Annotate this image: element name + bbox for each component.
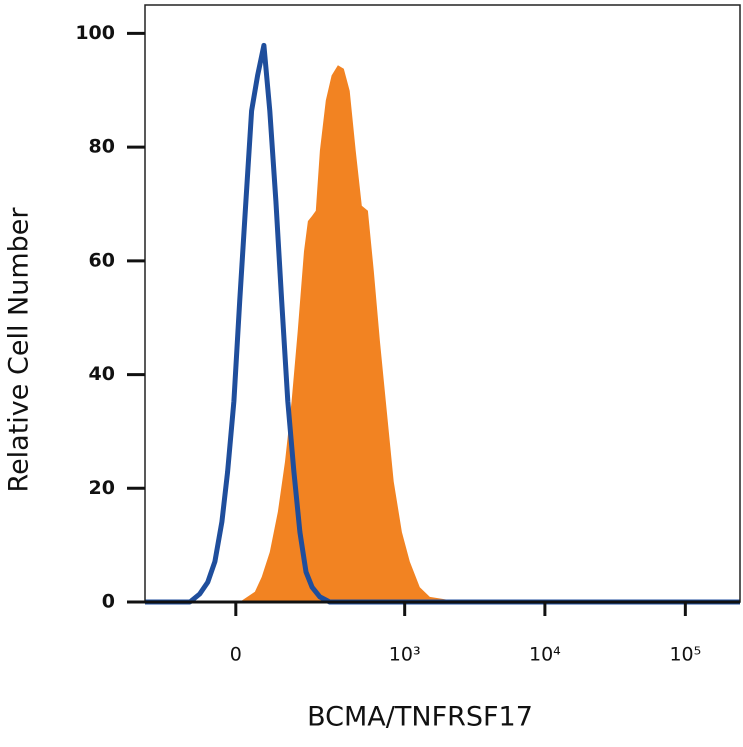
y-tick-label: 60 <box>89 249 115 271</box>
x-tick-label: 10³ <box>389 644 421 666</box>
y-tick-label: 0 <box>102 591 115 613</box>
y-tick-label: 80 <box>89 136 115 158</box>
y-tick-label: 40 <box>89 363 115 385</box>
x-tick-label: 10⁵ <box>669 644 701 666</box>
x-tick-label: 10⁴ <box>529 644 561 666</box>
histogram-line <box>145 42 740 605</box>
x-tick-label: 0 <box>230 644 242 666</box>
y-tick-label: 20 <box>89 477 115 499</box>
y-axis-title: Relative Cell Number <box>4 207 35 493</box>
plot-frame <box>144 4 741 603</box>
x-axis-title: BCMA/TNFRSF17 <box>307 702 533 733</box>
y-tick-label: 100 <box>75 22 115 44</box>
histogram-area <box>145 65 740 603</box>
